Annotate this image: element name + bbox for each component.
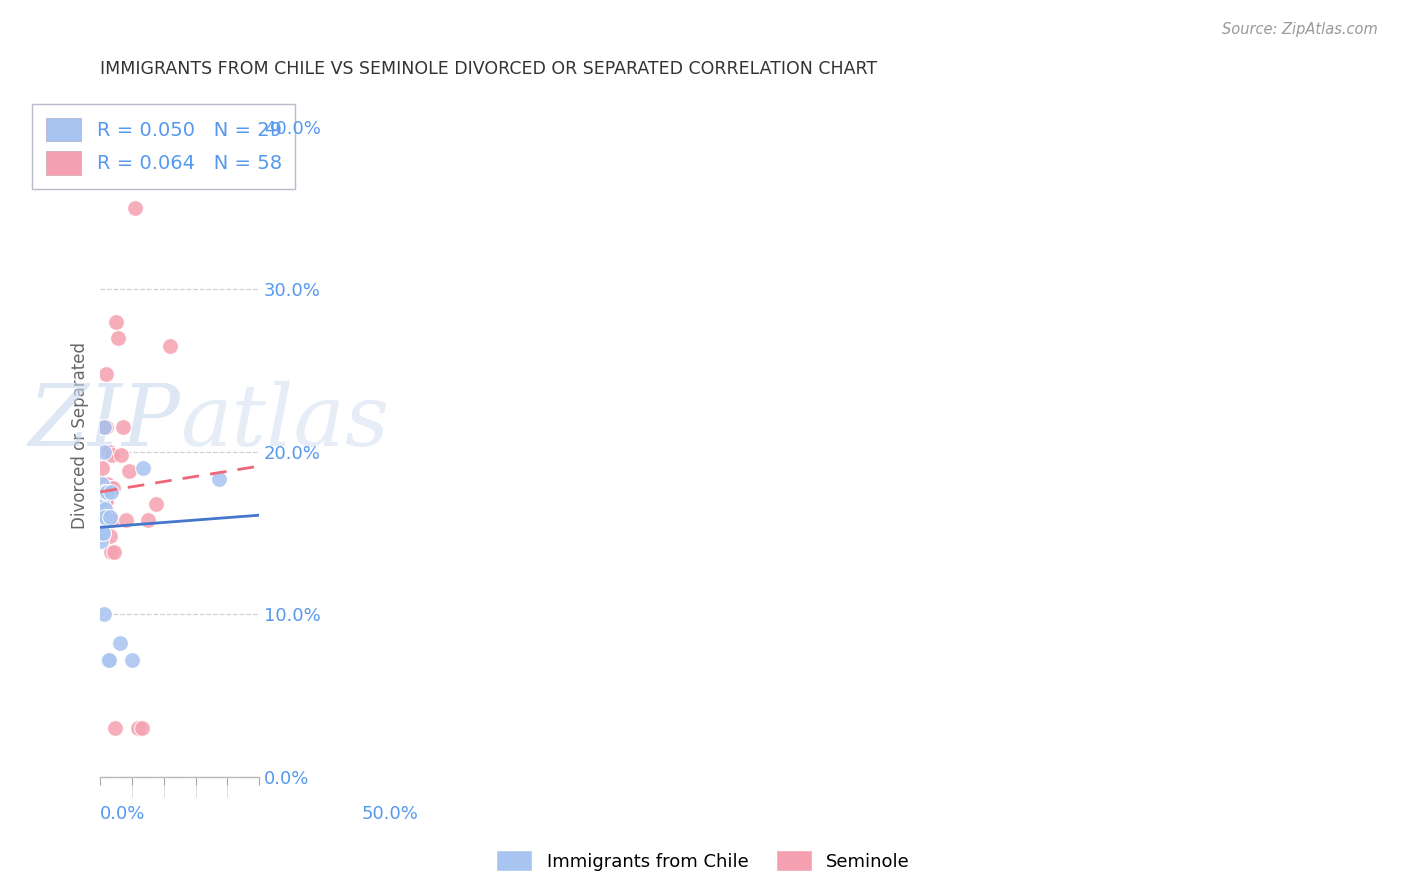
- Text: atlas: atlas: [180, 381, 389, 463]
- Point: [97, 653, 120, 667]
- Point: [90, 517, 112, 532]
- Point: [94, 501, 117, 516]
- Point: [93, 509, 115, 524]
- Point: [94, 420, 117, 434]
- Point: [96, 493, 118, 508]
- Point: [110, 448, 132, 462]
- Point: [97, 444, 120, 458]
- Point: [90, 420, 112, 434]
- Point: [94, 477, 117, 491]
- Point: [91, 485, 114, 500]
- Point: [127, 721, 149, 735]
- Point: [91, 509, 114, 524]
- Point: [111, 420, 134, 434]
- Point: [114, 513, 136, 527]
- Point: [90, 517, 112, 532]
- Point: [96, 485, 118, 500]
- Point: [91, 501, 114, 516]
- Point: [93, 493, 115, 508]
- Text: 0.0%: 0.0%: [100, 805, 146, 823]
- Point: [97, 481, 120, 495]
- Point: [94, 509, 117, 524]
- Point: [91, 485, 114, 500]
- Point: [118, 464, 141, 478]
- Point: [91, 509, 114, 524]
- Point: [124, 201, 146, 215]
- Point: [93, 501, 115, 516]
- Point: [91, 509, 114, 524]
- Point: [90, 517, 112, 532]
- Text: ZIP: ZIP: [28, 381, 180, 463]
- Point: [131, 721, 153, 735]
- Text: IMMIGRANTS FROM CHILE VS SEMINOLE DIVORCED OR SEPARATED CORRELATION CHART: IMMIGRANTS FROM CHILE VS SEMINOLE DIVORC…: [100, 60, 877, 78]
- Point: [145, 497, 167, 511]
- Point: [121, 653, 143, 667]
- Point: [91, 493, 114, 508]
- Point: [91, 493, 114, 508]
- Point: [93, 420, 115, 434]
- Text: Source: ZipAtlas.com: Source: ZipAtlas.com: [1222, 22, 1378, 37]
- Point: [90, 509, 112, 524]
- Point: [100, 545, 122, 559]
- Point: [90, 534, 112, 549]
- Point: [96, 509, 118, 524]
- Point: [136, 513, 159, 527]
- Point: [91, 526, 114, 541]
- Text: 50.0%: 50.0%: [361, 805, 418, 823]
- Point: [90, 517, 112, 532]
- Point: [90, 501, 112, 516]
- Point: [105, 315, 128, 329]
- Point: [90, 493, 112, 508]
- Point: [90, 485, 112, 500]
- Point: [94, 367, 117, 381]
- Point: [100, 481, 122, 495]
- Point: [90, 501, 112, 516]
- Point: [98, 444, 121, 458]
- Point: [97, 509, 120, 524]
- Point: [132, 461, 155, 475]
- Point: [94, 485, 117, 500]
- Point: [103, 545, 125, 559]
- Point: [94, 477, 117, 491]
- Point: [93, 485, 115, 500]
- Point: [93, 493, 115, 508]
- Point: [159, 339, 181, 353]
- Point: [91, 485, 114, 500]
- Point: [90, 509, 112, 524]
- Point: [91, 485, 114, 500]
- Point: [91, 461, 114, 475]
- Point: [91, 509, 114, 524]
- Point: [93, 485, 115, 500]
- Point: [101, 481, 124, 495]
- Point: [98, 653, 121, 667]
- Point: [91, 509, 114, 524]
- Point: [98, 529, 121, 543]
- Point: [93, 607, 115, 622]
- Point: [91, 526, 114, 541]
- Point: [98, 509, 121, 524]
- Legend: R = 0.050   N = 29, R = 0.064   N = 58: R = 0.050 N = 29, R = 0.064 N = 58: [32, 104, 295, 188]
- Point: [107, 331, 129, 345]
- Point: [91, 493, 114, 508]
- Point: [90, 485, 112, 500]
- Point: [93, 444, 115, 458]
- Point: [208, 472, 231, 486]
- Point: [101, 448, 124, 462]
- Point: [94, 493, 117, 508]
- Point: [101, 513, 124, 527]
- Point: [96, 477, 118, 491]
- Point: [96, 477, 118, 491]
- Point: [108, 636, 131, 650]
- Point: [104, 721, 127, 735]
- Point: [93, 420, 115, 434]
- Point: [91, 477, 114, 491]
- Point: [91, 420, 114, 434]
- Point: [100, 485, 122, 500]
- Legend: Immigrants from Chile, Seminole: Immigrants from Chile, Seminole: [489, 843, 917, 879]
- Y-axis label: Divorced or Separated: Divorced or Separated: [72, 342, 89, 529]
- Point: [90, 501, 112, 516]
